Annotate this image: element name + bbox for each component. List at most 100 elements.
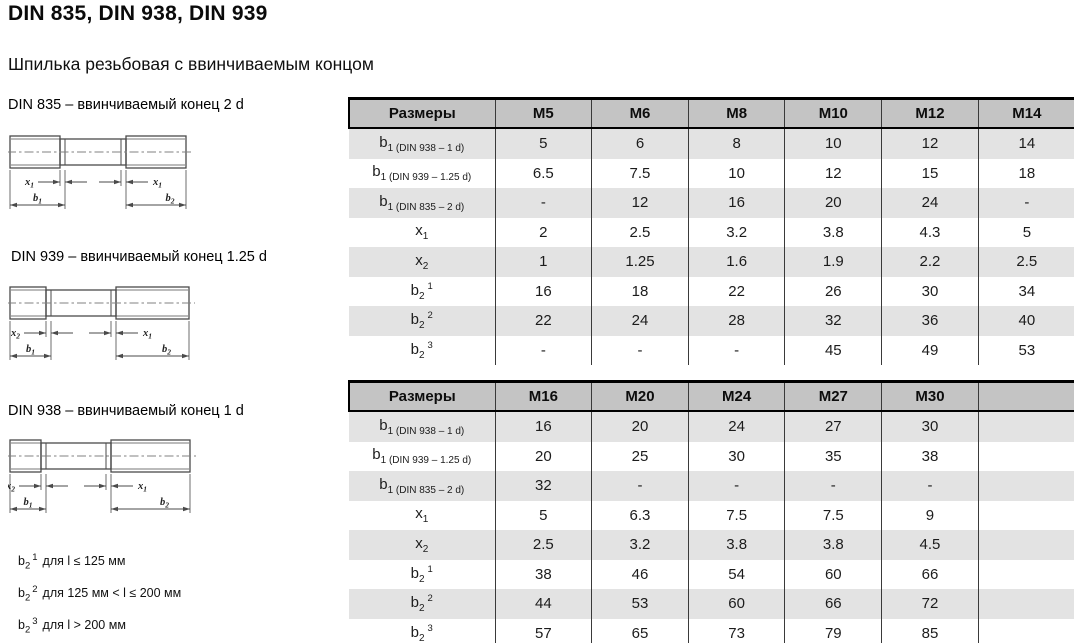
table-cell: - (977, 188, 1074, 218)
table-cell: 5 (494, 128, 592, 159)
table-corner-header: Размеры (348, 97, 495, 129)
table-cell: 28 (687, 306, 785, 336)
label-subscript: 1 (DIN 938 – 1 d) (387, 425, 465, 437)
label-superscript: 3 (427, 339, 433, 351)
header-row: Размеры M16 M20 M24 M27 M30 (348, 380, 1074, 412)
label-superscript: 2 (427, 593, 433, 605)
table-cell: 34 (977, 276, 1074, 306)
table-cell: 14 (977, 128, 1074, 159)
row-label: b22 (349, 306, 495, 336)
diagram-din938-stud: x2 x1 b1 b2 (5, 428, 203, 525)
table-cell: 3.8 (687, 530, 785, 560)
table-cell: 45 (784, 335, 882, 365)
row-label: b1 (DIN 835 – 2 d) (349, 188, 495, 218)
table-cell: 12 (591, 188, 689, 218)
row-label: b21 (349, 560, 495, 590)
table-cell: 10 (687, 158, 785, 188)
label-base: b (410, 311, 419, 329)
table-cell: 30 (687, 441, 785, 471)
label-base: b (410, 623, 419, 641)
label-subscript: 2 (24, 560, 31, 572)
dimension-table: Размеры M16 M20 M24 M27 M30 b1 (DIN 938 – 1 d)… (348, 380, 1074, 643)
table-cell: 9 (881, 500, 979, 530)
table-cell: 6 (591, 128, 689, 159)
label-subscript: 1 (422, 514, 429, 526)
table-cell: 6.5 (494, 158, 592, 188)
table-cell: 16 (494, 411, 592, 442)
label-base: b (379, 416, 388, 434)
table-cell: 12 (784, 158, 882, 188)
diagram-din835-stud: x1 x1 b1 b2 (7, 124, 203, 221)
label-superscript: 3 (32, 616, 38, 627)
table-cell: 53 (591, 589, 689, 619)
dimension-label: b1 (24, 497, 33, 510)
table-cell: 2.5 (494, 530, 592, 560)
footnote: b22 для 125 мм < l ≤ 200 мм (18, 584, 181, 604)
table-cell: 30 (881, 276, 979, 306)
label-base: x (415, 251, 423, 269)
table-cell (977, 559, 1074, 589)
label-base: x (415, 505, 423, 523)
label-base: b (410, 564, 419, 582)
table-row: x2 2.5 3.2 3.8 3.8 4.5 (349, 530, 1074, 560)
label-subscript: 2 (418, 349, 425, 361)
table-cell: 44 (494, 589, 592, 619)
table-row: b1 (DIN 939 – 1.25 d) 20 25 30 35 38 (349, 441, 1074, 471)
label-base: b (18, 554, 25, 569)
stud-drawing: x2 x1 b1 b2 (7, 286, 195, 360)
table-cell: 1.25 (591, 247, 689, 277)
header-row: Размеры M5 M6 M8 M10 M12 M14 (348, 97, 1074, 129)
column-header: M10 (784, 97, 882, 129)
column-header: M27 (784, 380, 882, 412)
table-cell: 1.6 (687, 247, 785, 277)
table-cell: 46 (591, 559, 689, 589)
table-cell (977, 530, 1074, 560)
table-cell: 5 (494, 500, 592, 530)
table-cell: 3.8 (784, 217, 882, 247)
label-base: b (18, 618, 25, 633)
table-cell: 66 (881, 559, 979, 589)
row-label: b23 (349, 336, 495, 366)
table-cell: 20 (494, 441, 592, 471)
dimension-label: x2 (10, 328, 20, 341)
dimension-label: b2 (166, 193, 175, 206)
table-cell: 24 (591, 306, 689, 336)
row-label: x1 (349, 501, 495, 531)
footnote: b23 для l > 200 мм (18, 616, 126, 636)
table-cell: - (494, 188, 592, 218)
table-cell: 3.2 (687, 217, 785, 247)
label-subscript: 1 (DIN 835 – 2 d) (387, 484, 465, 496)
row-label: b1 (DIN 938 – 1 d) (349, 128, 495, 159)
table-cell: 32 (784, 306, 882, 336)
label-subscript: 2 (418, 573, 425, 585)
label-subscript: 2 (422, 543, 429, 555)
diagram-label-din938: DIN 938 – ввинчиваемый конец 1 d (8, 403, 244, 419)
dimension-label: x1 (24, 177, 34, 190)
table-cell: 7.5 (784, 500, 882, 530)
label-superscript: 2 (32, 584, 38, 595)
table-row: b1 (DIN 938 – 1 d) 16 20 24 27 30 (349, 411, 1074, 442)
label-subscript: 2 (422, 260, 429, 272)
table-cell: 2.5 (591, 217, 689, 247)
table-cell: - (494, 335, 592, 365)
table-cell (977, 618, 1074, 643)
label-subscript: 2 (418, 632, 425, 643)
table-row: b21 16 18 22 26 30 34 (349, 276, 1074, 306)
table-cell: 49 (881, 335, 979, 365)
table-cell: 36 (881, 306, 979, 336)
footnote-text: для l ≤ 125 мм (42, 554, 126, 569)
table-cell: 20 (591, 411, 689, 442)
table-cell: 4.3 (881, 217, 979, 247)
column-header: M12 (881, 97, 979, 129)
dimension-label: b2 (160, 497, 169, 510)
table-cell: 18 (591, 276, 689, 306)
table-cell: 22 (687, 276, 785, 306)
label-base: b (372, 163, 381, 181)
table-row: b1 (DIN 835 – 2 d) -12 16 20 24- (349, 188, 1074, 218)
label-subscript: 2 (24, 592, 31, 604)
table-row: x1 2 2.5 3.2 3.8 4.3 5 (349, 217, 1074, 247)
table-cell: 12 (881, 128, 979, 159)
table-cell (977, 441, 1074, 471)
table-row: x2 1 1.25 1.6 1.9 2.2 2.5 (349, 247, 1074, 277)
table-cell: - (784, 471, 882, 501)
